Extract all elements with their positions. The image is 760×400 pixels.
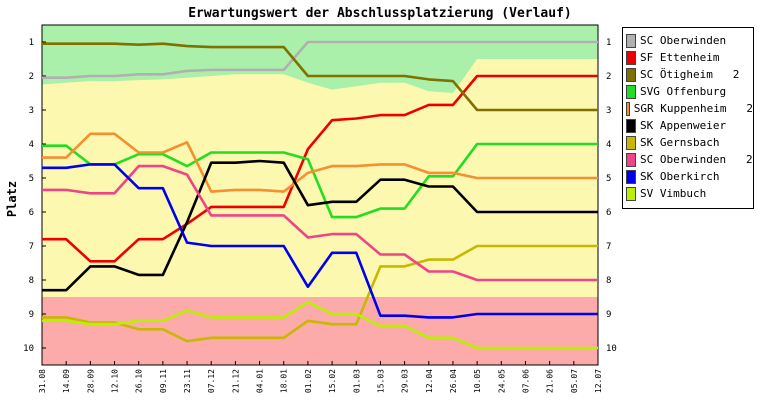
legend-label: SGR Kuppenheim 2	[633, 102, 753, 115]
legend-swatch	[626, 67, 636, 82]
series-line-sc-oberwinden	[42, 40, 598, 79]
x-tick-label: 12.04	[425, 369, 434, 393]
legend-swatch	[626, 152, 636, 167]
legend-label: SVG Offenburg	[640, 85, 727, 98]
x-tick-label: 12.07	[594, 369, 603, 393]
legend-item: SK Appenweier	[623, 117, 753, 134]
y-tick-label-left: 6	[29, 208, 34, 218]
legend-label: SC Oberwinden 2	[640, 153, 753, 166]
legend-label: SK Gernsbach	[640, 136, 720, 149]
legend-label: SF Ettenheim	[640, 51, 720, 64]
x-tick-label: 24.05	[497, 369, 506, 393]
x-tick-label: 29.03	[401, 369, 410, 393]
x-tick-label: 21.12	[231, 369, 240, 393]
x-tick-label: 10.05	[473, 369, 482, 393]
series-line-svg-offenburg	[42, 142, 598, 219]
x-tick-label: 26.10	[135, 369, 144, 393]
y-tick-label-right: 5	[606, 174, 611, 184]
legend-label: SC Ötigheim 2	[640, 68, 740, 81]
series-line-sgr-kuppenheim-2	[42, 132, 598, 193]
series-line-sk-oberkirch	[42, 163, 598, 319]
legend-swatch	[626, 101, 630, 116]
x-tick-label: 09.11	[159, 369, 168, 393]
legend-item: SF Ettenheim	[623, 49, 753, 66]
y-tick-label-left: 3	[29, 106, 34, 116]
x-tick-label: 26.04	[449, 369, 458, 393]
legend-label: SK Oberkirch	[640, 170, 720, 183]
legend-swatch	[626, 84, 636, 99]
x-tick-label: 07.12	[207, 369, 216, 393]
x-tick-label: 18.01	[280, 369, 289, 393]
x-tick-label: 12.10	[111, 369, 120, 393]
legend-swatch	[626, 186, 636, 201]
series-line-sc-ötigheim-2	[42, 42, 598, 112]
x-tick-label: 21.06	[546, 369, 555, 393]
legend-item: SC Ötigheim 2	[623, 66, 753, 83]
legend-item: SGR Kuppenheim 2	[623, 100, 753, 117]
legend-swatch	[626, 33, 636, 48]
legend-label: SC Oberwinden	[640, 34, 727, 47]
y-tick-label-right: 2	[606, 72, 611, 82]
y-tick-label-right: 7	[606, 242, 611, 252]
x-tick-label: 28.09	[86, 369, 95, 393]
legend-label: SV Vimbuch	[640, 187, 707, 200]
legend-item: SC Oberwinden 2	[623, 151, 753, 168]
series-line-sf-ettenheim	[42, 74, 598, 263]
legend-item: SV Vimbuch	[623, 185, 753, 202]
x-tick-label: 01.03	[352, 369, 361, 393]
y-tick-label-right: 8	[606, 276, 611, 286]
x-tick-label: 14.09	[62, 369, 71, 393]
y-tick-label-left: 1	[29, 38, 34, 48]
legend-item: SK Gernsbach	[623, 134, 753, 151]
y-tick-label-left: 8	[29, 276, 34, 286]
legend-swatch	[626, 50, 636, 65]
y-tick-label-right: 10	[606, 344, 617, 354]
legend-label: SK Appenweier	[640, 119, 727, 132]
y-tick-label-right: 9	[606, 310, 611, 320]
legend-swatch	[626, 169, 636, 184]
y-tick-label-left: 7	[29, 242, 34, 252]
legend-swatch	[626, 135, 636, 150]
legend: SC Oberwinden SF Ettenheim SC Ötigheim 2 SV…	[622, 27, 754, 209]
y-tick-label-right: 3	[606, 106, 611, 116]
y-tick-label-left: 2	[29, 72, 34, 82]
legend-item: SC Oberwinden	[623, 32, 753, 49]
x-tick-label: 07.06	[521, 369, 530, 393]
y-tick-label-left: 4	[29, 140, 34, 150]
x-tick-label: 23.11	[183, 369, 192, 393]
y-tick-label-right: 6	[606, 208, 611, 218]
series-line-sv-vimbuch	[42, 300, 598, 350]
x-tick-label: 01.02	[304, 369, 313, 393]
y-tick-label-left: 9	[29, 310, 34, 320]
y-tick-label-left: 5	[29, 174, 34, 184]
series-line-sc-oberwinden-2	[42, 164, 598, 282]
x-tick-label: 05.07	[570, 369, 579, 393]
plot-frame	[41, 24, 599, 366]
x-tick-label: 31.08	[38, 369, 47, 393]
chart-title: Erwartungswert der Abschlussplatzierung …	[188, 6, 572, 21]
y-tick-label-right: 1	[606, 38, 611, 48]
x-tick-label: 15.02	[328, 369, 337, 393]
x-tick-label: 15.03	[376, 369, 385, 393]
y-tick-label-left: 10	[23, 344, 34, 354]
legend-item: SK Oberkirch	[623, 168, 753, 185]
series-line-sk-gernsbach	[42, 244, 598, 343]
x-tick-label: 04.01	[256, 369, 265, 393]
legend-swatch	[626, 118, 636, 133]
series-line-sk-appenweier	[42, 159, 598, 292]
legend-item: SVG Offenburg	[623, 83, 753, 100]
y-tick-label-right: 4	[606, 140, 611, 150]
